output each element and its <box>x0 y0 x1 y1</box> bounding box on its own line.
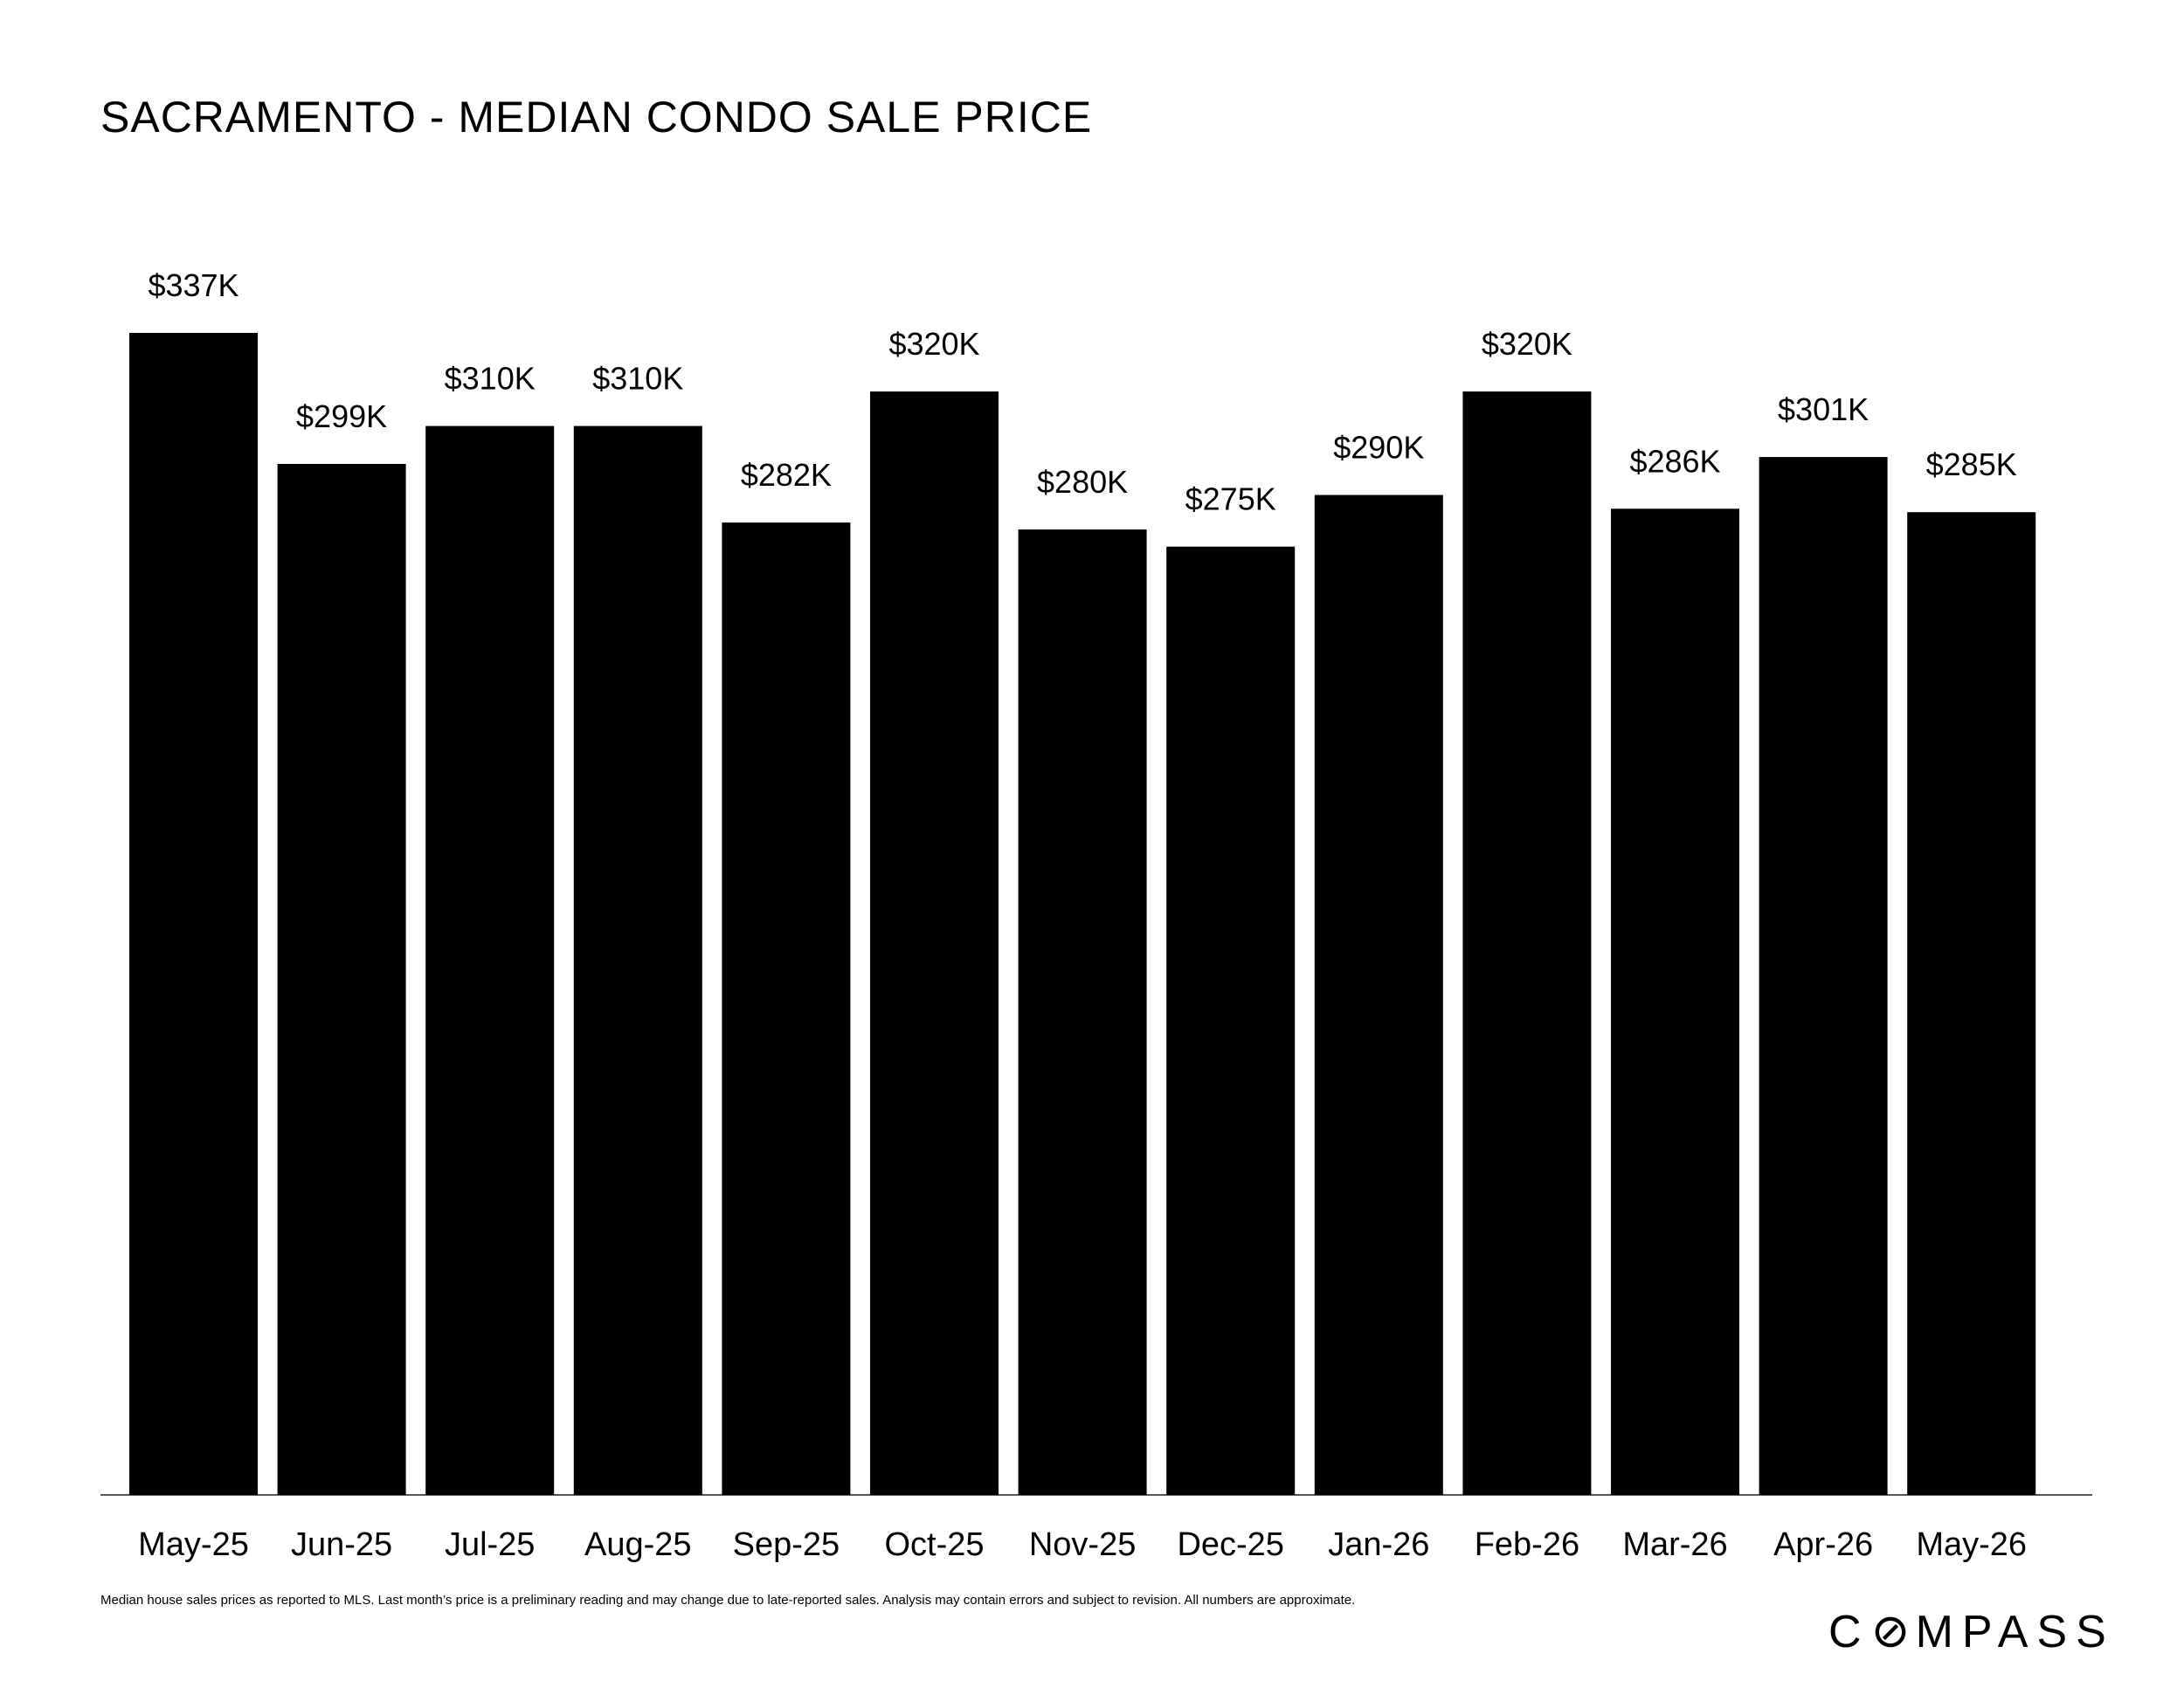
value-label: $290K <box>1333 429 1424 465</box>
x-tick-labels-group: May-25 Jun-25 Jul-25 Aug-25 Sep-25 Oct-25 Nov-… <box>138 1526 2027 1563</box>
value-label: $280K <box>1037 464 1128 500</box>
x-tick-label: Jun-25 <box>291 1526 392 1563</box>
value-label: $301K <box>1778 391 1869 427</box>
value-label: $320K <box>1482 326 1572 362</box>
x-tick-label: Oct-25 <box>884 1526 984 1563</box>
x-tick-label: May-25 <box>138 1526 249 1563</box>
chart-title: SACRAMENTO - MEDIAN CONDO SALE PRICE <box>100 93 1093 142</box>
bar-mar-26 <box>1611 508 1739 1496</box>
logo-text-end: MPASS <box>1915 1607 2115 1657</box>
value-label: $337K <box>148 267 238 303</box>
bar-nov-25 <box>1018 529 1147 1495</box>
x-tick-label: Sep-25 <box>733 1526 840 1563</box>
value-label: $310K <box>592 361 683 397</box>
x-tick-label: Apr-26 <box>1773 1526 1873 1563</box>
x-tick-label: Jul-25 <box>445 1526 536 1563</box>
x-tick-label: Dec-25 <box>1177 1526 1284 1563</box>
bar-may-25 <box>129 333 258 1495</box>
value-label: $310K <box>445 361 536 397</box>
x-tick-label: Nov-25 <box>1029 1526 1137 1563</box>
bar-jan-26 <box>1314 495 1443 1495</box>
compass-logo: C MPASS <box>1828 1606 2115 1658</box>
value-label: $285K <box>1926 446 2017 482</box>
value-labels-group: $337K $299K $310K $310K $282K $320K $280K $275K… <box>148 267 2016 517</box>
bars-group <box>129 333 2036 1496</box>
footnote: Median house sales prices as reported to… <box>100 1593 1356 1608</box>
value-label: $282K <box>741 457 832 493</box>
x-tick-label: Feb-26 <box>1475 1526 1579 1563</box>
value-label: $320K <box>888 326 979 362</box>
value-label: $286K <box>1629 443 1720 479</box>
bar-apr-26 <box>1759 457 1888 1495</box>
logo-text-start: C <box>1828 1607 1870 1657</box>
bar-aug-25 <box>573 425 702 1495</box>
x-tick-label: Aug-25 <box>584 1526 692 1563</box>
bar-oct-25 <box>870 391 999 1495</box>
bar-jul-25 <box>425 425 555 1495</box>
bar-sep-25 <box>722 522 851 1496</box>
value-label: $299K <box>296 398 387 434</box>
value-label: $275K <box>1185 481 1276 517</box>
bar-may-26 <box>1907 512 2036 1495</box>
bar-jun-25 <box>277 463 406 1495</box>
bar-dec-25 <box>1166 546 1296 1495</box>
x-tick-label: Jan-26 <box>1328 1526 1429 1563</box>
x-tick-label: May-26 <box>1916 1526 2027 1563</box>
x-tick-label: Mar-26 <box>1622 1526 1727 1563</box>
bar-feb-26 <box>1462 391 1592 1495</box>
compass-o-icon <box>1875 1616 1905 1648</box>
